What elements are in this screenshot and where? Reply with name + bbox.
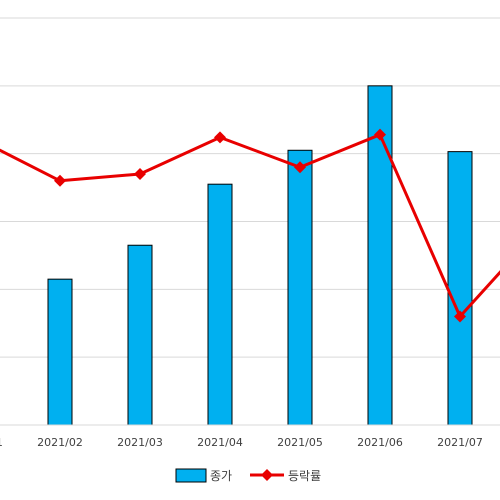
x-tick-labels: 2021/01 2021/02 2021/03 2021/04 2021/05 2021/… <box>0 436 483 449</box>
legend-label-bar: 종가 <box>210 469 232 483</box>
x-tick-label: 2021/06 <box>357 436 403 449</box>
legend-label-line: 등락률 <box>288 469 321 483</box>
bar <box>207 183 233 426</box>
bar <box>47 278 73 426</box>
line-point <box>374 128 386 141</box>
x-tick-label: 2021/01 <box>0 436 3 449</box>
legend-marker <box>261 469 273 481</box>
bar <box>447 151 473 426</box>
legend: 종가 등락률 <box>175 468 321 483</box>
x-tick-label: 2021/02 <box>37 436 83 449</box>
bar <box>127 244 153 426</box>
x-tick-label: 2021/04 <box>197 436 243 449</box>
line-point <box>134 168 146 181</box>
legend-swatch-bar <box>175 468 207 483</box>
line-point <box>294 161 306 174</box>
line-series <box>0 128 500 323</box>
bar-series <box>47 85 473 426</box>
bar <box>287 149 313 426</box>
x-tick-label: 2021/03 <box>117 436 163 449</box>
line-point <box>214 131 226 144</box>
x-tick-label: 2021/05 <box>277 436 323 449</box>
x-tick-label: 2021/07 <box>437 436 483 449</box>
line-point <box>54 174 66 187</box>
gridlines <box>0 17 500 358</box>
line-point <box>454 310 466 323</box>
series-line <box>0 133 500 318</box>
bar <box>367 85 393 426</box>
